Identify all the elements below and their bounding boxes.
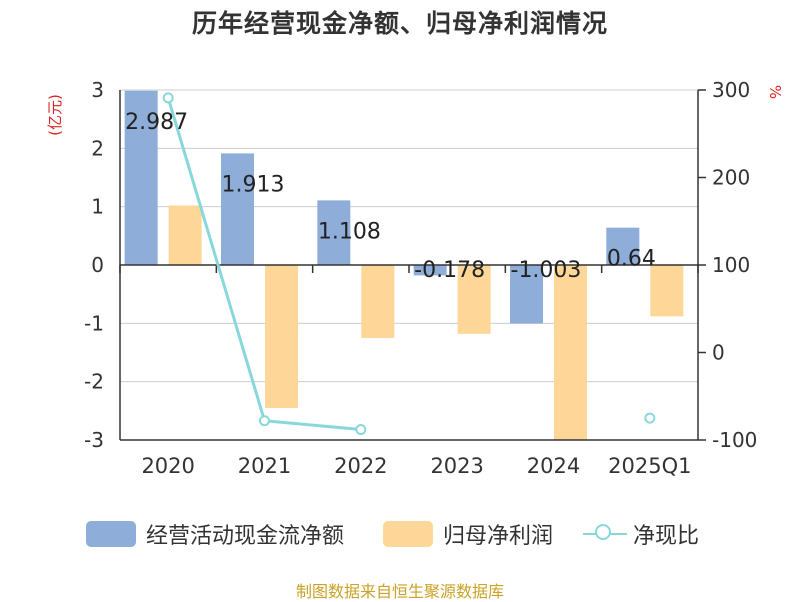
- y-right-tick-label: 200: [712, 166, 750, 190]
- chart-title: 历年经营现金净额、归母净利润情况: [191, 9, 608, 38]
- y-left-tick-label: 3: [91, 78, 104, 102]
- bar-cashflow: [510, 265, 543, 324]
- bar-profit: [361, 265, 395, 338]
- bar-profit: [168, 205, 202, 265]
- y-left-tick-label: -3: [84, 428, 104, 452]
- bar-cashflow: [317, 200, 351, 265]
- legend-label-cashflow: 经营活动现金流净额: [146, 524, 345, 549]
- y-left-tick-label: -2: [84, 370, 104, 394]
- bar-profit: [265, 265, 298, 408]
- y-left-axis-label: (亿元): [46, 94, 64, 136]
- y-right-tick-label: -100: [712, 428, 757, 452]
- legend-label-profit: 归母净利润: [443, 524, 554, 549]
- y-left-tick-label: 1: [91, 195, 104, 219]
- y-left-tick-label: 0: [91, 253, 104, 277]
- legend-swatch-profit: [383, 521, 433, 547]
- x-tick-label: 2022: [334, 454, 387, 478]
- ratio-point: [355, 424, 367, 435]
- legend-label-ratio: 净现比: [633, 524, 700, 549]
- legend-swatch-ratio: [583, 521, 627, 547]
- data-label-cashflow: 1.913: [222, 172, 285, 197]
- x-tick-label: 2021: [238, 454, 291, 478]
- bar-profit: [457, 265, 491, 334]
- bars: [124, 90, 684, 440]
- data-label-cashflow: -1.003: [511, 258, 582, 283]
- legend-swatch-cashflow: [86, 521, 136, 547]
- axes: 3 2 1 0 -1 -2 -3 300 200 100 0 -100 (亿元)% 2020 2021 202…: [46, 78, 784, 478]
- ratio-point: [259, 415, 270, 427]
- legend-item-profit[interactable]: 归母净利润: [383, 514, 553, 554]
- ratio-line: [162, 92, 656, 435]
- ratio-point: [644, 412, 656, 424]
- data-labels: 2.987 1.913 1.108 -0.178 -1.003 0.64: [125, 110, 656, 283]
- bar-cashflow: [606, 227, 640, 265]
- y-right-tick-label: 100: [712, 253, 750, 277]
- y-left-tick-label: 2: [91, 136, 104, 160]
- data-label-cashflow: 2.987: [125, 110, 188, 135]
- data-label-cashflow: 1.108: [318, 219, 381, 244]
- bar-cashflow: [221, 153, 254, 265]
- data-label-cashflow: 0.64: [607, 247, 656, 272]
- x-tick-label: 2024: [527, 454, 580, 478]
- y-right-tick-label: 0: [712, 341, 725, 365]
- bar-cashflow: [124, 90, 158, 265]
- bar-cashflow: [413, 265, 447, 276]
- y-right-tick-label: 300: [712, 78, 750, 102]
- x-tick-label: 2025Q1: [608, 454, 691, 478]
- y-left-tick-label: -1: [84, 311, 104, 335]
- x-tick-label: 2020: [141, 454, 194, 478]
- legend-item-cashflow[interactable]: 经营活动现金流净额: [86, 514, 344, 554]
- legend-item-ratio[interactable]: 净现比: [583, 514, 699, 554]
- legend: 经营活动现金流净额 归母净利润 净现比: [0, 514, 800, 554]
- y-right-axis-label: %: [766, 85, 784, 99]
- bar-profit: [650, 265, 684, 317]
- bar-profit: [554, 265, 587, 440]
- x-tick-label: 2023: [430, 454, 483, 478]
- data-label-cashflow: -0.178: [414, 258, 485, 283]
- source-note: 制图数据来自恒生聚源数据库: [295, 582, 504, 601]
- ratio-point: [162, 92, 174, 104]
